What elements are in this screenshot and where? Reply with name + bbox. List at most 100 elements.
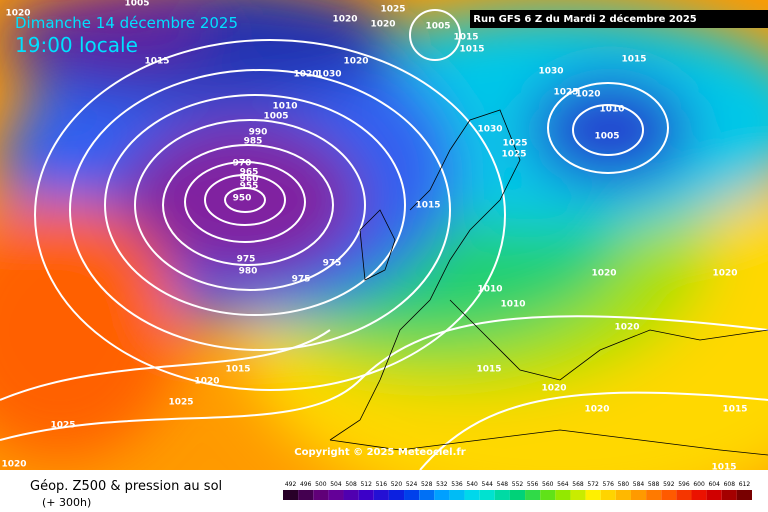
scale-swatch (298, 490, 314, 500)
isobar-label: 985 (244, 137, 263, 147)
copyright: Copyright © 2025 Meteociel.fr (294, 447, 465, 458)
scale-label: 560 (542, 481, 554, 488)
scale-label: 512 (360, 481, 372, 488)
isobar-label: 1025 (50, 421, 75, 431)
scale-label: 580 (618, 481, 630, 488)
scale-label: 524 (406, 481, 418, 488)
scale-label: 572 (587, 481, 599, 488)
isobar-label: 1015 (621, 55, 646, 65)
scale-label: 508 (345, 481, 357, 488)
isobar-label: 1030 (477, 125, 502, 135)
scale-swatch (525, 490, 541, 500)
isobar-label: 1015 (415, 201, 440, 211)
scale-label: 568 (572, 481, 584, 488)
scale-swatch (736, 490, 752, 500)
isobar-label: 1020 (5, 9, 30, 19)
scale-swatch (721, 490, 737, 500)
scale-swatch (615, 490, 631, 500)
scale-label: 532 (436, 481, 448, 488)
scale-swatch (313, 490, 329, 500)
scale-swatch (479, 490, 495, 500)
scale-label: 584 (633, 481, 645, 488)
isobar-label: 1015 (476, 365, 501, 375)
isobar-label: 1005 (263, 112, 288, 122)
scale-label: 564 (557, 481, 569, 488)
scale-label: 612 (739, 481, 751, 488)
isobar-label: 1010 (599, 105, 624, 115)
isobar-label: 1020 (614, 323, 639, 333)
isobar-label: 1015 (144, 57, 169, 67)
isobar-label: 1005 (594, 132, 619, 142)
scale-swatch (630, 490, 647, 500)
scale-swatch (434, 490, 450, 500)
scale-label: 504 (330, 481, 342, 488)
isobar-label: 965 (240, 168, 259, 178)
isobar-label: 1025 (501, 150, 526, 160)
isobar-label: 1020 (293, 70, 318, 80)
isobar-label: 1015 (711, 463, 736, 473)
time: 19:00 locale (15, 33, 138, 57)
isobar-label: 1020 (370, 20, 395, 30)
isobar-label: 1030 (538, 67, 563, 77)
scale-label: 548 (497, 481, 509, 488)
isobar-label: 1020 (194, 377, 219, 387)
scale-swatch (419, 490, 435, 500)
scale-label: 596 (678, 481, 690, 488)
scale-swatch (358, 490, 374, 500)
run-box (470, 10, 768, 28)
isobar-label: 1020 (541, 384, 566, 394)
scale-label: 540 (466, 481, 478, 488)
isobar-label: 990 (249, 128, 268, 138)
scale-label: 576 (603, 481, 615, 488)
scale-swatch (509, 490, 526, 500)
scale-swatch (706, 490, 722, 500)
isobar-label: 955 (240, 182, 259, 192)
scale-swatch (646, 490, 662, 500)
isobar-label: 1020 (332, 15, 357, 25)
scale-swatch (388, 490, 405, 500)
scale-swatch (540, 490, 556, 500)
scale-label: 604 (708, 481, 720, 488)
scale-swatch (343, 490, 359, 500)
isobar-label: 1010 (477, 285, 502, 295)
scale-swatch (555, 490, 571, 500)
isobar-label: 1020 (575, 90, 600, 100)
scale-swatch (494, 490, 510, 500)
scale-label: 592 (663, 481, 675, 488)
scale-label: 500 (315, 481, 327, 488)
footer-title: Géop. Z500 & pression au sol (30, 479, 222, 494)
scale-label: 552 (512, 481, 524, 488)
scale-label: 588 (648, 481, 660, 488)
scale-label: 600 (693, 481, 705, 488)
isobar-label: 1020 (712, 269, 737, 279)
scale-label: 528 (421, 481, 433, 488)
isobar-label: 1025 (168, 398, 193, 408)
scale-swatch (570, 490, 586, 500)
isobar-label: 1030 (316, 70, 341, 80)
isobar-label: 975 (323, 259, 342, 269)
scale-label: 556 (527, 481, 539, 488)
isobar-label: 1010 (272, 102, 297, 112)
scale-swatch (464, 490, 480, 500)
isobar-label: 1020 (591, 269, 616, 279)
isobar-label: 1020 (584, 405, 609, 415)
isobar-label: 1005 (425, 22, 450, 32)
isobar-label: 1025 (380, 5, 405, 15)
isobar-label: 975 (292, 275, 311, 285)
isobar-label: 970 (233, 159, 252, 169)
scale-swatch (585, 490, 601, 500)
scale-label: 516 (376, 481, 388, 488)
scale-label: 492 (285, 481, 297, 488)
scale-swatch (404, 490, 420, 500)
isobar-label: 1015 (453, 33, 478, 43)
isobar-label: 960 (240, 175, 259, 185)
isobar-label: 1010 (500, 300, 525, 310)
isobar-label: 950 (233, 194, 252, 204)
scale-label: 536 (451, 481, 463, 488)
scale-swatch (283, 490, 299, 500)
isobar-label: 1005 (124, 0, 149, 9)
isobar-label: 1015 (225, 365, 250, 375)
scale-label: 544 (482, 481, 494, 488)
